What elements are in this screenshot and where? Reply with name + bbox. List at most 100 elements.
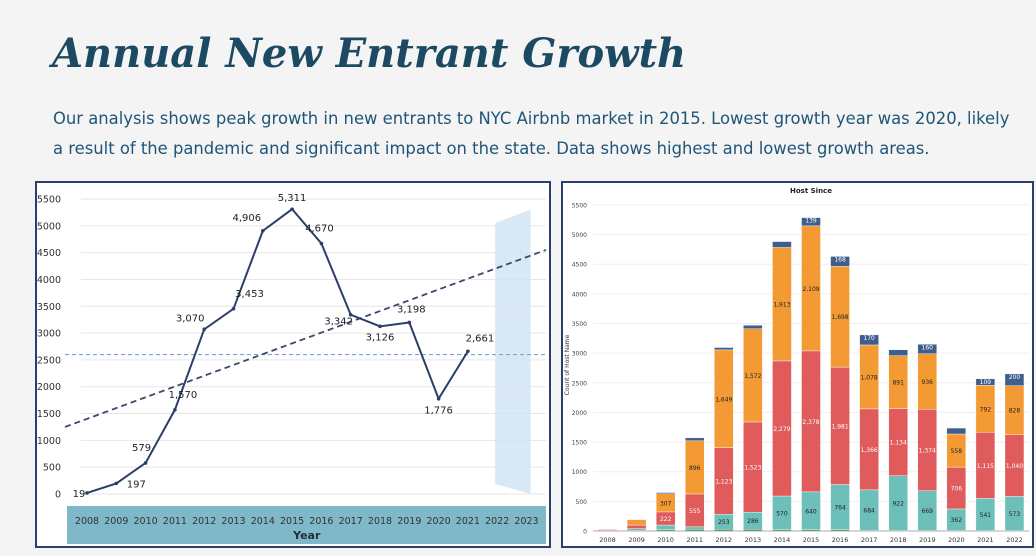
bar-chart-panel: Host Since Count of Host Name 0 500 1000 1500… xyxy=(561,181,1034,548)
data-label: 2,661 xyxy=(466,333,495,344)
bar-label: 1,981 xyxy=(831,423,848,430)
y-tick-label: 500 xyxy=(43,463,61,474)
data-point xyxy=(378,324,382,329)
x-tick-label: 2015 xyxy=(280,516,304,527)
bar-segment-navy xyxy=(801,217,821,227)
data-label: 1,570 xyxy=(169,390,198,401)
data-point xyxy=(290,207,294,211)
y-tick-label: 4000 xyxy=(572,291,587,298)
data-point xyxy=(466,349,470,354)
bar-segment-red xyxy=(597,529,618,531)
bar-label: 828 xyxy=(1009,408,1021,415)
data-point xyxy=(261,229,265,233)
data-label: 3,453 xyxy=(235,289,264,300)
y-axis-title: Count of Host Name xyxy=(564,334,571,395)
bar-segment-navy xyxy=(975,378,996,386)
bar-label: 541 xyxy=(980,512,992,519)
y-tick-label: 0 xyxy=(55,490,61,501)
data-point xyxy=(407,320,412,325)
bar-label: 200 xyxy=(1009,374,1021,381)
y-tick-label: 3500 xyxy=(572,321,587,328)
y-tick-label: 1000 xyxy=(572,469,587,476)
bar-label: 1,523 xyxy=(744,465,761,472)
x-tick-label: 2016 xyxy=(832,536,849,544)
data-label: 3,342 xyxy=(324,317,353,328)
bar-label: 896 xyxy=(689,465,701,472)
x-tick-label: 2021 xyxy=(977,536,994,544)
data-point xyxy=(348,312,353,317)
y-tick-label: 3500 xyxy=(37,302,61,313)
bar-label: 1,913 xyxy=(773,302,790,309)
bar-label: 222 xyxy=(660,516,672,523)
y-tick-label: 1000 xyxy=(37,436,61,447)
bar-segment-navy xyxy=(655,492,676,494)
y-tick-label: 2500 xyxy=(572,380,587,387)
y-tick-label: 3000 xyxy=(572,351,587,358)
bar-label: 573 xyxy=(1009,511,1021,518)
x-tick-label: 2014 xyxy=(774,536,791,544)
x-tick-label: 2023 xyxy=(514,516,538,527)
bar-label: 168 xyxy=(834,256,846,263)
page-description: Our analysis shows peak growth in new en… xyxy=(53,109,1010,158)
y-tick-label: 5000 xyxy=(37,221,61,232)
x-tick-label: 2008 xyxy=(75,516,99,527)
bar-segment-navy xyxy=(859,334,879,346)
y-tick-label: 0 xyxy=(583,529,587,536)
trend-line xyxy=(64,249,547,428)
data-label: 579 xyxy=(132,443,151,454)
bar-label: 1,698 xyxy=(831,314,848,321)
x-tick-label: 2011 xyxy=(163,516,187,527)
bar-label: 1,115 xyxy=(977,463,994,470)
data-label: 5,311 xyxy=(278,193,307,204)
x-tick-label: 2012 xyxy=(716,536,733,544)
x-tick-label: 2022 xyxy=(1006,536,1023,544)
forecast-band xyxy=(495,209,531,494)
data-label: 197 xyxy=(127,479,146,490)
bar-label: 792 xyxy=(980,406,992,413)
x-tick-label: 2020 xyxy=(948,536,965,544)
line-chart: 0 500 1000 1500 2000 2500 3000 3500 4000 4500 5000… xyxy=(37,193,547,544)
bar-label: 1,374 xyxy=(919,448,936,455)
data-point xyxy=(173,407,177,412)
bar-segment-teal xyxy=(626,528,647,531)
chart-title: Host Since xyxy=(790,187,832,195)
data-point xyxy=(114,481,119,486)
bar-label: 936 xyxy=(922,379,934,386)
bar-segment-teal xyxy=(655,524,676,531)
y-tick-label: 500 xyxy=(576,499,588,506)
bar-label: 1,366 xyxy=(861,447,878,454)
x-tick-label: 2010 xyxy=(134,516,158,527)
bar-label: 1,572 xyxy=(744,373,761,380)
y-tick-label: 4000 xyxy=(37,275,61,286)
x-tick-label: 2016 xyxy=(309,516,333,527)
series-line xyxy=(86,207,469,494)
x-tick-label: 2013 xyxy=(745,536,762,544)
bar-label: 362 xyxy=(951,517,963,524)
bar-segment-navy xyxy=(1004,373,1025,386)
data-label: 19 xyxy=(73,489,86,500)
bar-label: 2,109 xyxy=(802,286,819,293)
x-tick-label: 2014 xyxy=(251,516,275,527)
x-axis-title: Year xyxy=(292,529,321,542)
y-tick-label: 4500 xyxy=(37,248,61,259)
bar-segment-navy xyxy=(772,241,792,248)
x-tick-label: 2011 xyxy=(686,536,703,544)
bar-segment-navy xyxy=(685,437,705,442)
y-tick-label: 1500 xyxy=(37,409,61,420)
stacked-bar-chart: Host Since Count of Host Name 0 500 1000 1500… xyxy=(564,187,1029,544)
bar-label: 558 xyxy=(951,448,963,455)
x-tick-label: 2008 xyxy=(599,536,616,544)
bar-label: 2,279 xyxy=(773,426,790,433)
y-tick-label: 3000 xyxy=(37,329,61,340)
bar-label: 170 xyxy=(863,335,875,342)
bar-label: 764 xyxy=(834,505,846,512)
bar-label: 2,378 xyxy=(802,419,819,426)
x-tick-label: 2020 xyxy=(427,516,451,527)
bar-segment-navy xyxy=(714,347,734,351)
data-point xyxy=(231,306,236,311)
data-label: 3,070 xyxy=(176,313,205,324)
bar-label: 669 xyxy=(922,508,934,515)
bar-segment-navy xyxy=(946,427,967,435)
bar-segment-navy xyxy=(888,349,908,356)
x-tick-label: 2010 xyxy=(657,536,674,544)
